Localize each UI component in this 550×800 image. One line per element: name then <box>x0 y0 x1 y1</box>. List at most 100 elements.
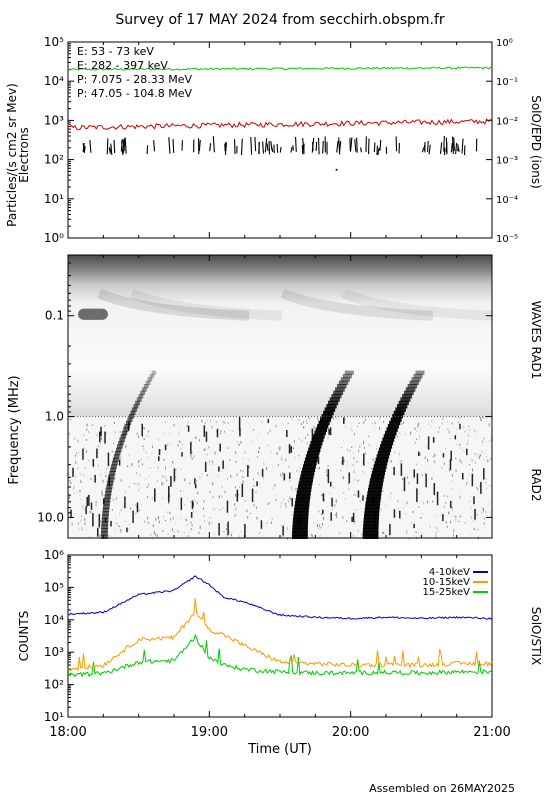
burst-segment <box>317 424 329 429</box>
radio-spectrum-panel: 0.1 1.0 10.0 Frequency (MHz) WAVES RAD1 RA… <box>7 254 543 540</box>
burst-segment <box>393 410 405 416</box>
noise-speckle <box>175 522 177 525</box>
noise-speckle <box>444 494 446 497</box>
noise-speckle <box>321 493 323 496</box>
noise-speckle <box>235 513 237 517</box>
noise-speckle <box>396 435 398 438</box>
noise-speckle <box>395 516 397 518</box>
noise-speckle <box>124 422 126 425</box>
noise-speckle <box>269 429 271 432</box>
noise-speckle <box>128 485 130 488</box>
noise-speckle <box>211 460 213 463</box>
burst-segment <box>314 430 326 436</box>
noise-speckle <box>124 520 126 522</box>
noise-speckle <box>361 469 363 472</box>
noise-speckle <box>203 448 205 451</box>
noise-speckle <box>102 439 104 442</box>
noise-speckle <box>180 490 182 493</box>
noise-speckle <box>157 480 159 482</box>
noise-speckle <box>340 461 342 464</box>
proton-spike <box>264 138 268 153</box>
burst-segment <box>367 491 382 496</box>
proton-spike <box>262 141 265 154</box>
noise-speckle <box>213 509 215 511</box>
noise-streak <box>173 468 176 482</box>
burst-segment <box>147 377 153 382</box>
noise-streak <box>136 502 139 513</box>
burst-segment <box>407 383 418 389</box>
noise-speckle <box>282 477 283 479</box>
burst-segment <box>366 494 381 499</box>
noise-speckle <box>451 509 453 511</box>
noise-streak <box>283 473 286 481</box>
noise-speckle <box>268 502 270 505</box>
noise-speckle <box>478 456 480 459</box>
noise-speckle <box>254 501 256 503</box>
noise-speckle <box>327 437 329 441</box>
noise-streak <box>251 488 254 502</box>
burst-segment <box>368 484 383 489</box>
noise-speckle <box>136 472 138 474</box>
noise-speckle <box>136 506 138 508</box>
noise-speckle <box>413 491 415 494</box>
noise-speckle <box>459 515 461 518</box>
stix-panel: 10¹ 10² 10³ 10⁴ 10⁵ 10⁶ 4-10keV10-15keV15-25k… <box>17 548 543 757</box>
noise-speckle <box>467 434 469 437</box>
noise-speckle <box>347 460 349 463</box>
noise-speckle <box>471 458 473 462</box>
noise-speckle <box>298 466 300 469</box>
noise-streak <box>471 473 474 487</box>
noise-streak <box>164 444 167 451</box>
legend-entry: E: 53 - 73 keV <box>77 45 154 58</box>
noise-speckle <box>281 502 283 504</box>
burst-segment <box>130 410 136 416</box>
proton-spike <box>457 144 459 152</box>
noise-speckle <box>468 474 470 477</box>
noise-speckle <box>184 503 186 506</box>
noise-speckle <box>95 501 97 504</box>
noise-speckle <box>68 496 70 500</box>
noise-speckle <box>291 417 293 419</box>
noise-speckle <box>156 534 158 537</box>
noise-speckle <box>449 437 451 440</box>
noise-streak <box>474 508 476 520</box>
proton-spike <box>455 142 458 155</box>
proton-spike <box>453 137 455 152</box>
noise-speckle <box>278 446 280 449</box>
y-tick-label: 10⁴ <box>44 613 64 627</box>
noise-speckle <box>274 483 276 487</box>
noise-speckle <box>135 503 137 507</box>
noise-speckle <box>247 516 249 519</box>
noise-speckle <box>79 489 81 492</box>
burst-segment <box>292 521 308 526</box>
noise-streak <box>110 521 112 527</box>
noise-speckle <box>220 469 222 473</box>
noise-speckle <box>255 491 257 493</box>
noise-speckle <box>386 529 388 531</box>
noise-speckle <box>320 526 322 529</box>
noise-speckle <box>226 525 228 527</box>
noise-streak <box>168 485 170 499</box>
noise-speckle <box>418 526 420 530</box>
noise-streak <box>483 468 485 480</box>
noise-speckle <box>258 432 260 435</box>
noise-speckle <box>298 438 300 440</box>
proton-spike <box>315 141 318 151</box>
noise-speckle <box>441 466 443 469</box>
noise-speckle <box>179 440 181 443</box>
noise-streak <box>247 465 249 477</box>
noise-speckle <box>399 432 401 434</box>
noise-speckle <box>158 520 160 524</box>
particles-y-label: Particles/(s cm2 sr Mev) <box>5 83 19 227</box>
noise-speckle <box>100 437 102 440</box>
noise-speckle <box>151 496 153 500</box>
burst-segment <box>378 447 392 452</box>
noise-speckle <box>123 425 125 429</box>
burst-segment <box>370 474 385 479</box>
burst-segment <box>135 400 141 406</box>
noise-speckle <box>415 438 417 440</box>
burst-segment <box>366 497 381 503</box>
noise-speckle <box>421 533 423 535</box>
noise-speckle <box>195 436 197 440</box>
noise-speckle <box>321 494 323 497</box>
